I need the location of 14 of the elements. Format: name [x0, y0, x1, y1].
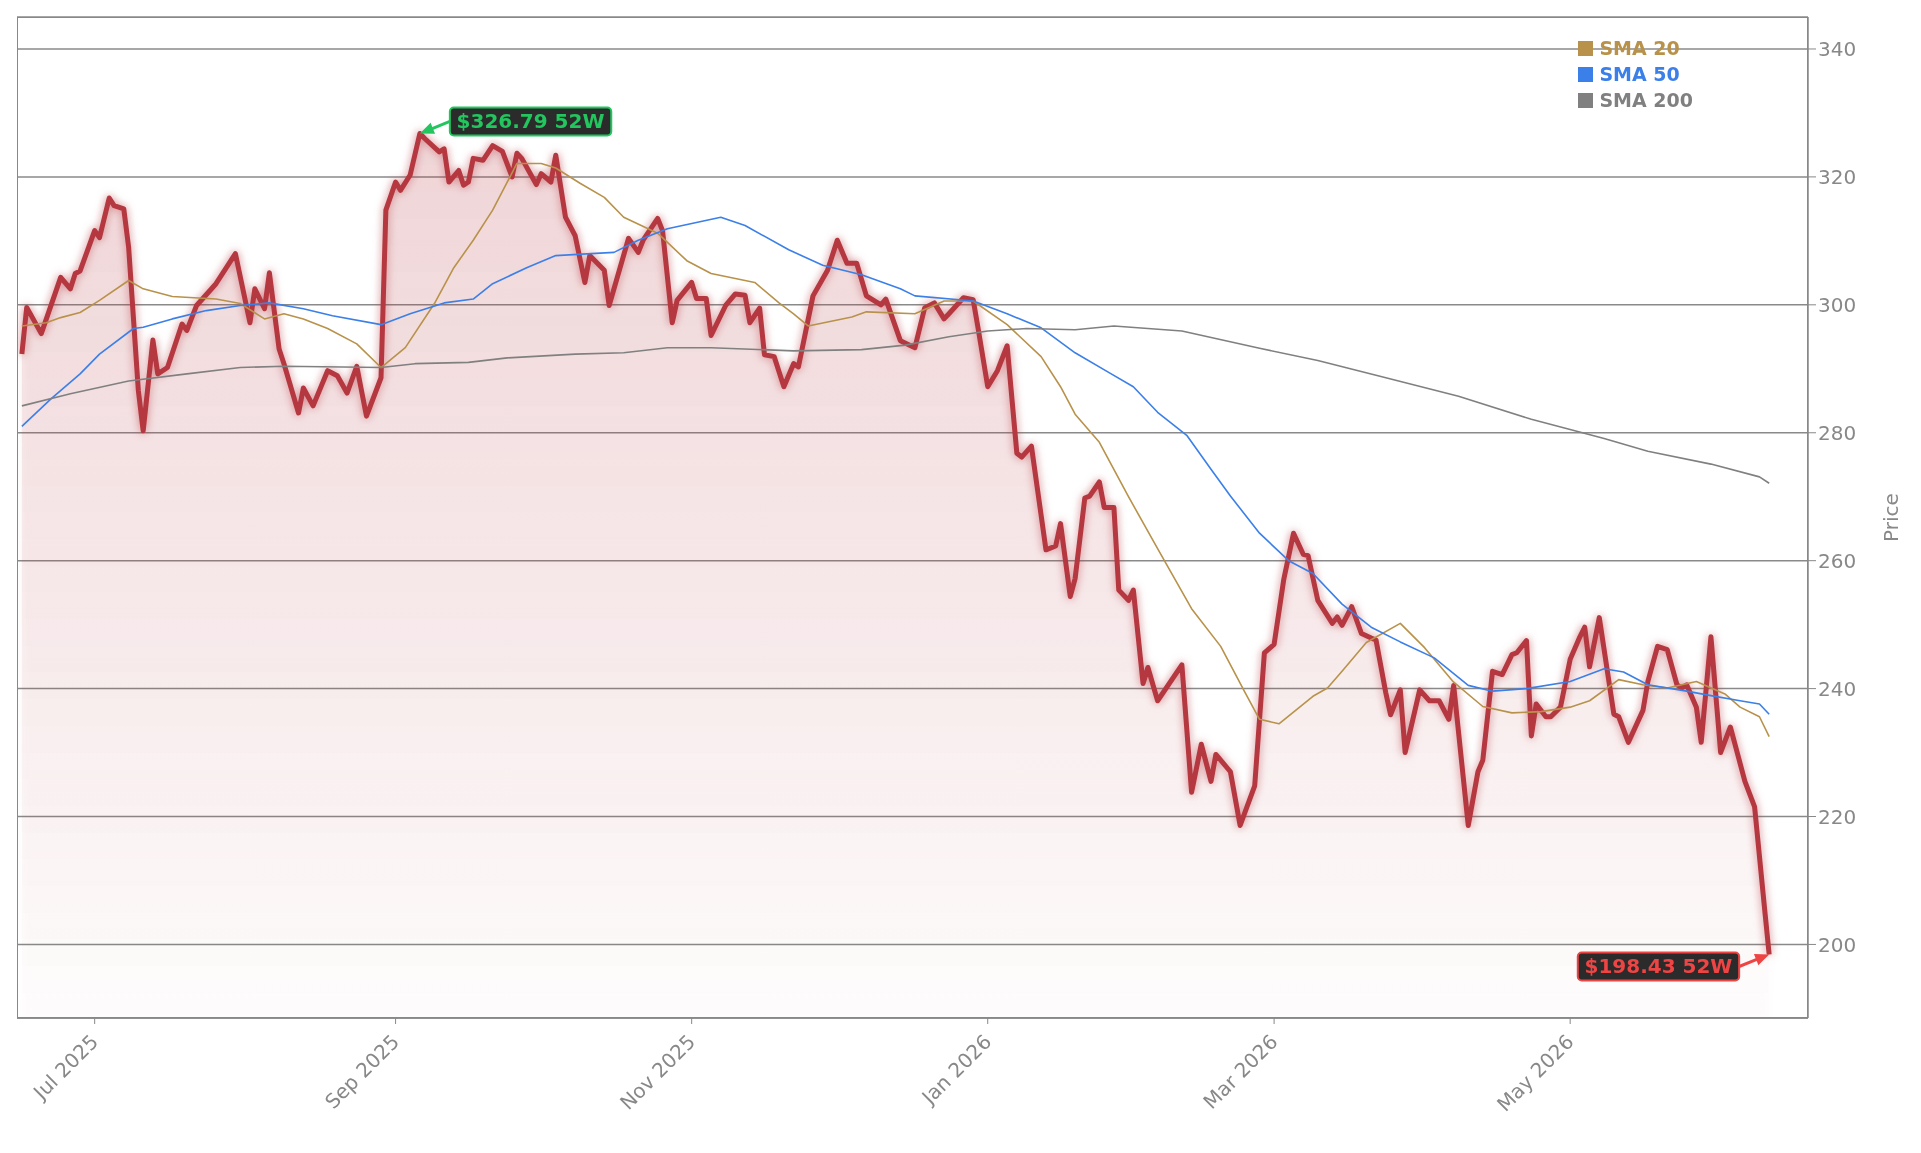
y-tick-label: 340 [1818, 37, 1857, 62]
y-tick-label: 260 [1818, 548, 1857, 573]
annotation: $326.79 52W [456, 109, 605, 134]
y-tick-label: 220 [1818, 804, 1857, 829]
annotation: $198.43 52W [1584, 954, 1733, 979]
y-tick-label: 240 [1818, 676, 1857, 701]
y-axis-title: Price [1879, 493, 1904, 542]
legend-label: SMA 200 [1599, 89, 1693, 111]
y-tick-label: 200 [1818, 932, 1857, 957]
legend-label: SMA 20 [1599, 37, 1680, 59]
y-tick-label: 300 [1818, 292, 1857, 317]
y-tick-label: 280 [1818, 420, 1857, 445]
y-tick-label: 320 [1818, 165, 1857, 189]
legend-label: SMA 50 [1599, 63, 1680, 85]
